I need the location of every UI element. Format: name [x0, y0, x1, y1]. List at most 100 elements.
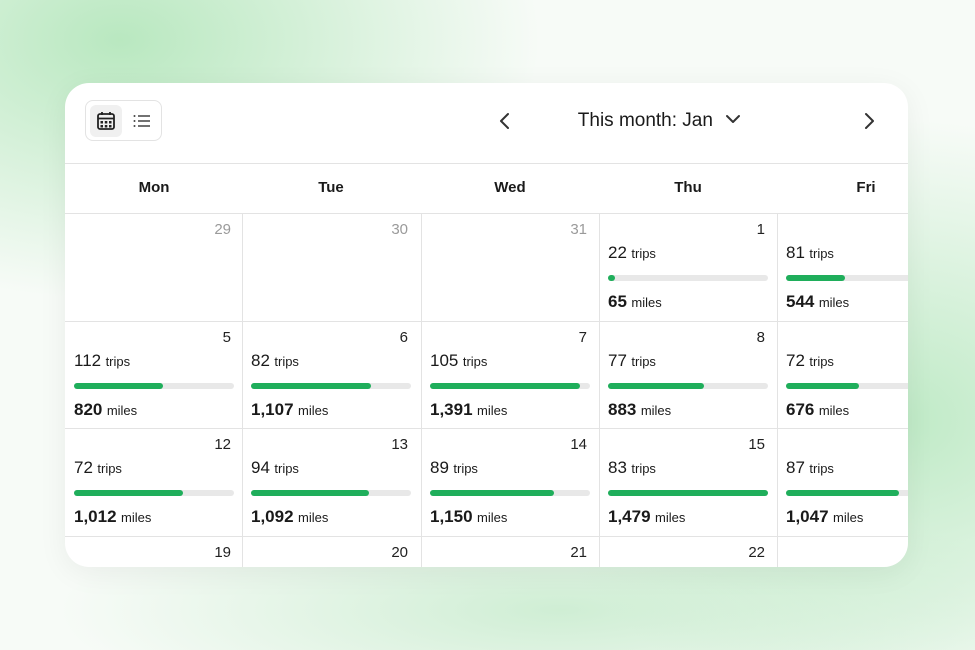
day-cell: 81 trips 544 miles	[777, 213, 908, 320]
miles-value: 1,391	[430, 400, 473, 419]
day-cell: 1 22 trips 65 miles	[599, 213, 777, 320]
grid-line	[65, 321, 908, 322]
miles-unit: miles	[818, 403, 850, 418]
grid-line	[65, 428, 908, 429]
progress-bar	[786, 275, 845, 281]
trips-value: 83	[608, 458, 627, 477]
miles-unit: miles	[298, 510, 329, 525]
calendar-icon	[97, 112, 115, 130]
progress-track	[608, 275, 768, 281]
day-cell: 30	[242, 213, 420, 320]
miles-unit: miles	[640, 403, 672, 418]
progress-track	[430, 490, 590, 496]
progress-bar	[74, 490, 184, 496]
day-cell: 21	[421, 536, 599, 567]
day-number: 30	[391, 221, 408, 238]
miles-unit: miles	[477, 403, 508, 418]
calendar-view-button[interactable]	[90, 105, 122, 137]
miles-count: 820 miles	[74, 400, 137, 420]
miles-count: 1,391 miles	[430, 400, 507, 420]
trips-count: 89 trips	[430, 458, 478, 478]
miles-value: 676	[786, 400, 815, 419]
grid-line	[421, 213, 422, 567]
trips-value: 81	[786, 243, 805, 262]
miles-count: 1,107 miles	[251, 400, 328, 420]
trips-unit: trips	[809, 461, 834, 476]
progress-track	[786, 383, 908, 389]
miles-count: 1,479 miles	[608, 507, 685, 527]
progress-bar	[786, 383, 860, 389]
month-selector[interactable]: This month: Jan	[545, 108, 775, 134]
day-number: 21	[570, 544, 587, 561]
trips-unit: trips	[453, 461, 478, 476]
trips-unit: trips	[105, 354, 131, 369]
dropdown-icon	[726, 115, 741, 123]
day-number: 20	[391, 544, 408, 561]
trips-value: 72	[786, 351, 805, 370]
trips-value: 82	[251, 351, 270, 370]
trips-count: 105 trips	[430, 351, 487, 371]
previous-month-button[interactable]	[493, 109, 517, 133]
progress-bar	[251, 490, 370, 496]
day-cell: 19	[65, 536, 243, 567]
progress-bar	[608, 490, 768, 496]
day-cell: 20	[242, 536, 420, 567]
progress-track	[786, 490, 908, 496]
trips-count: 87 trips	[786, 458, 834, 478]
trips-value: 77	[608, 351, 627, 370]
day-number: 14	[570, 436, 587, 453]
progress-track	[251, 490, 411, 496]
trips-unit: trips	[97, 461, 122, 476]
progress-bar	[608, 383, 704, 389]
miles-value: 1,150	[430, 507, 473, 526]
trips-unit: trips	[809, 354, 834, 369]
miles-count: 544 miles	[786, 292, 849, 312]
miles-value: 65	[608, 292, 627, 311]
trips-unit: trips	[631, 461, 656, 476]
trips-unit: trips	[274, 354, 299, 369]
day-cell: 6 82 trips 1,107 miles	[242, 321, 420, 428]
miles-count: 1,092 miles	[251, 507, 328, 527]
next-month-button[interactable]	[857, 109, 881, 133]
miles-count: 1,012 miles	[74, 507, 151, 527]
day-cell: 14 89 trips 1,150 miles	[421, 428, 599, 535]
day-cell: 7 105 trips 1,391 miles	[421, 321, 599, 428]
miles-unit: miles	[121, 510, 152, 525]
progress-bar	[430, 383, 581, 389]
trips-value: 94	[251, 458, 270, 477]
progress-bar	[430, 490, 555, 496]
miles-unit: miles	[631, 295, 662, 310]
progress-bar	[786, 490, 900, 496]
miles-value: 820	[74, 400, 103, 419]
day-cell: 31	[421, 213, 599, 320]
trips-unit: trips	[631, 354, 656, 369]
list-view-button[interactable]	[126, 105, 158, 137]
day-number: 15	[748, 436, 765, 453]
day-number: 29	[214, 221, 231, 238]
miles-value: 1,012	[74, 507, 117, 526]
progress-track	[786, 275, 908, 281]
day-cell: 72 trips 676 miles	[777, 321, 908, 428]
miles-value: 544	[786, 292, 815, 311]
miles-count: 65 miles	[608, 292, 662, 312]
progress-track	[430, 383, 590, 389]
miles-value: 1,047	[786, 507, 829, 526]
day-cell: 12 72 trips 1,012 miles	[65, 428, 243, 535]
miles-value: 883	[608, 400, 637, 419]
progress-bar	[608, 275, 616, 281]
list-icon	[133, 115, 150, 127]
miles-value: 1,107	[251, 400, 294, 419]
progress-track	[74, 490, 234, 496]
day-number: 6	[399, 329, 408, 346]
progress-track	[251, 383, 411, 389]
progress-bar	[74, 383, 163, 389]
grid-line	[242, 213, 243, 567]
day-number: 1	[756, 221, 765, 238]
day-cell: 8 77 trips 883 miles	[599, 321, 777, 428]
day-number: 12	[214, 436, 231, 453]
day-number: 13	[391, 436, 408, 453]
day-cell: 29	[65, 213, 243, 320]
day-cell: 87 trips 1,047 miles	[777, 428, 908, 535]
miles-count: 1,150 miles	[430, 507, 507, 527]
